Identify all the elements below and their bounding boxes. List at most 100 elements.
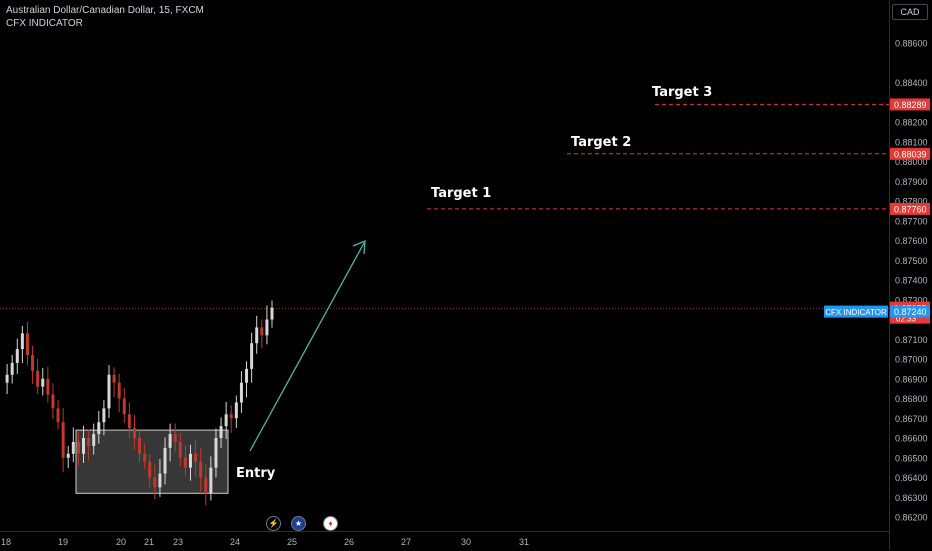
price-tick-label: 0.86800 [895, 394, 928, 404]
entry-zone-box[interactable] [75, 429, 229, 494]
time-tick-label: 21 [144, 537, 154, 547]
price-tick-label: 0.88100 [895, 137, 928, 147]
candle-body[interactable] [56, 408, 60, 423]
candle-body[interactable] [102, 408, 106, 423]
candle-body[interactable] [158, 473, 162, 488]
indicator-name-text: CFX INDICATOR [825, 308, 887, 317]
candle-body[interactable] [255, 327, 259, 344]
price-tick-label: 0.87300 [895, 295, 928, 305]
price-tick-label: 0.87000 [895, 355, 928, 365]
candle-body[interactable] [31, 355, 35, 371]
candle-body[interactable] [209, 467, 213, 494]
candle-body[interactable] [122, 398, 126, 415]
candle-body[interactable] [71, 441, 75, 454]
price-tick-label: 0.87700 [895, 216, 928, 226]
candle-body[interactable] [163, 447, 167, 474]
candle-body[interactable] [10, 362, 14, 375]
candle-body[interactable] [265, 319, 269, 336]
candle-body[interactable] [188, 453, 192, 468]
chart-header: Australian Dollar/Canadian Dollar, 15, F… [6, 4, 204, 30]
projection-arrow[interactable] [249, 242, 365, 452]
candle-body[interactable] [168, 434, 172, 448]
candle-body[interactable] [87, 438, 91, 446]
price-tick-label: 0.86300 [895, 493, 928, 503]
price-tick-label: 0.87100 [895, 335, 928, 345]
price-tick-label: 0.88000 [895, 157, 928, 167]
canada-flag-icon[interactable]: ♦ [323, 516, 338, 531]
candle-body[interactable] [132, 428, 136, 438]
time-tick-label: 23 [173, 537, 183, 547]
price-tick-label: 0.87600 [895, 236, 928, 246]
candle-body[interactable] [20, 333, 24, 350]
candle-body[interactable] [25, 333, 29, 356]
candle-body[interactable] [41, 378, 45, 387]
candle-body[interactable] [51, 394, 55, 409]
arrow-head [352, 239, 366, 255]
target-1-label: Target 1 [431, 186, 492, 201]
candle-body[interactable] [260, 327, 264, 336]
candle-body[interactable] [76, 441, 80, 454]
candle-body[interactable] [229, 414, 233, 419]
price-tick-label: 0.87800 [895, 197, 928, 207]
candle-body[interactable] [46, 378, 50, 395]
candle-body[interactable] [97, 422, 101, 435]
price-tick-label: 0.86900 [895, 374, 928, 384]
candle-body[interactable] [15, 349, 19, 363]
time-tick-label: 25 [287, 537, 297, 547]
candle-body[interactable] [234, 402, 238, 419]
time-tick-label: 18 [1, 537, 11, 547]
lightning-icon[interactable]: ⚡ [266, 516, 281, 531]
price-tick-label: 0.87900 [895, 177, 928, 187]
candle-body[interactable] [148, 461, 152, 478]
candle-body[interactable] [250, 343, 254, 369]
candle-body[interactable] [214, 438, 218, 468]
candle-body[interactable] [82, 438, 86, 454]
candle-body[interactable] [245, 368, 249, 383]
australia-flag-icon[interactable]: ★ [291, 516, 306, 531]
candle-body[interactable] [270, 307, 274, 320]
candle-body[interactable] [194, 453, 198, 462]
symbol-title[interactable]: Australian Dollar/Canadian Dollar, 15, F… [6, 5, 204, 16]
candle-body[interactable] [127, 414, 131, 429]
indicator-name[interactable]: CFX INDICATOR [6, 18, 83, 29]
candle-body[interactable] [219, 426, 223, 438]
price-tick-label: 0.88600 [895, 39, 928, 49]
bar-countdown: 02:33 [896, 315, 917, 324]
target-price-tag [890, 202, 930, 215]
price-tick-label: 0.86500 [895, 453, 928, 463]
time-tick-label: 27 [401, 537, 411, 547]
candle-body[interactable] [5, 374, 9, 383]
candle-body[interactable] [138, 438, 142, 454]
candle-body[interactable] [204, 477, 208, 494]
candle-body[interactable] [61, 422, 65, 458]
time-tick-label: 31 [519, 537, 529, 547]
time-axis[interactable] [0, 531, 889, 551]
time-tick-label: 30 [461, 537, 471, 547]
candle-body[interactable] [239, 382, 243, 403]
candle-body[interactable] [173, 434, 177, 442]
candle-body[interactable] [153, 477, 157, 488]
target-price-tag [890, 98, 930, 111]
target-3-label: Target 3 [652, 85, 713, 100]
candle-body[interactable] [107, 374, 111, 409]
candle-body[interactable] [36, 370, 40, 387]
candle-body[interactable] [92, 434, 96, 446]
target-price-text: 0.88039 [894, 149, 927, 159]
price-axis[interactable] [889, 0, 932, 550]
indicator-price-tag [890, 305, 930, 318]
indicator-name-tag [824, 305, 888, 318]
price-tick-label: 0.88200 [895, 118, 928, 128]
candle-body[interactable] [199, 461, 203, 478]
candle-body[interactable] [112, 374, 116, 383]
candle-body[interactable] [143, 453, 147, 462]
time-tick-label: 26 [344, 537, 354, 547]
target-price-tag [890, 147, 930, 160]
currency-button[interactable]: CAD [892, 4, 928, 20]
candle-body[interactable] [178, 441, 182, 458]
candle-body[interactable] [66, 453, 70, 458]
price-tick-label: 0.86600 [895, 434, 928, 444]
candle-body[interactable] [117, 382, 121, 399]
candle-body[interactable] [183, 457, 187, 468]
candle-body[interactable] [224, 414, 228, 427]
